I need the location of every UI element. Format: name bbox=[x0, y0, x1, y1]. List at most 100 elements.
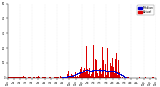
Point bbox=[64, 76, 66, 78]
Point bbox=[65, 76, 68, 77]
Point bbox=[85, 70, 88, 71]
Point bbox=[113, 70, 116, 72]
Point bbox=[71, 75, 74, 76]
Point bbox=[80, 71, 83, 72]
Point bbox=[66, 76, 69, 77]
Point bbox=[109, 70, 112, 72]
Point bbox=[97, 69, 100, 70]
Point bbox=[102, 70, 104, 71]
Point bbox=[94, 69, 96, 71]
Point bbox=[82, 70, 84, 72]
Point bbox=[87, 70, 89, 71]
Point bbox=[84, 69, 87, 71]
Point bbox=[80, 71, 83, 72]
Point bbox=[87, 70, 90, 71]
Point bbox=[121, 75, 124, 76]
Point bbox=[64, 76, 66, 78]
Point bbox=[123, 75, 125, 77]
Point bbox=[78, 72, 80, 73]
Point bbox=[70, 75, 73, 76]
Point bbox=[94, 69, 96, 71]
Point bbox=[76, 73, 79, 74]
Point bbox=[116, 72, 119, 73]
Point bbox=[70, 75, 73, 77]
Point bbox=[85, 69, 87, 71]
Point bbox=[118, 73, 120, 74]
Point bbox=[98, 69, 100, 71]
Point bbox=[76, 73, 78, 74]
Point bbox=[118, 73, 121, 74]
Point bbox=[102, 70, 105, 71]
Point bbox=[112, 70, 115, 71]
Point bbox=[63, 76, 65, 78]
Point bbox=[98, 69, 101, 71]
Point bbox=[104, 70, 107, 72]
Point bbox=[71, 75, 74, 76]
Point bbox=[91, 70, 93, 71]
Point bbox=[89, 70, 92, 71]
Point bbox=[72, 74, 75, 76]
Point bbox=[81, 71, 84, 72]
Point bbox=[111, 70, 114, 71]
Point bbox=[95, 69, 98, 71]
Point bbox=[84, 70, 86, 71]
Point bbox=[79, 71, 82, 73]
Point bbox=[78, 72, 81, 73]
Point bbox=[71, 75, 74, 76]
Point bbox=[73, 74, 75, 76]
Point bbox=[88, 70, 91, 71]
Point bbox=[80, 71, 82, 73]
Point bbox=[101, 70, 104, 71]
Point bbox=[85, 69, 87, 71]
Point bbox=[90, 70, 92, 71]
Point bbox=[124, 76, 126, 78]
Point bbox=[108, 70, 110, 72]
Point bbox=[88, 70, 90, 71]
Point bbox=[83, 70, 86, 71]
Point bbox=[121, 75, 124, 76]
Point bbox=[110, 70, 112, 72]
Legend: Median, Actual: Median, Actual bbox=[137, 5, 154, 15]
Point bbox=[99, 69, 101, 71]
Point bbox=[120, 74, 122, 75]
Point bbox=[110, 70, 113, 72]
Point bbox=[74, 74, 76, 75]
Point bbox=[118, 73, 120, 74]
Point bbox=[99, 70, 102, 71]
Point bbox=[117, 72, 119, 74]
Point bbox=[80, 71, 82, 73]
Point bbox=[86, 70, 89, 71]
Point bbox=[119, 73, 122, 75]
Point bbox=[92, 69, 95, 71]
Point bbox=[86, 70, 88, 71]
Point bbox=[109, 70, 111, 72]
Point bbox=[124, 76, 126, 77]
Point bbox=[114, 71, 117, 72]
Point bbox=[110, 70, 112, 72]
Point bbox=[77, 72, 79, 74]
Point bbox=[89, 70, 91, 71]
Point bbox=[62, 76, 65, 78]
Point bbox=[124, 76, 127, 78]
Point bbox=[65, 76, 68, 77]
Point bbox=[70, 75, 72, 77]
Point bbox=[81, 71, 83, 72]
Point bbox=[80, 71, 82, 73]
Point bbox=[107, 70, 109, 71]
Point bbox=[107, 70, 110, 72]
Point bbox=[112, 70, 114, 71]
Point bbox=[118, 73, 120, 74]
Point bbox=[108, 70, 111, 71]
Point bbox=[101, 70, 103, 71]
Point bbox=[64, 76, 66, 78]
Point bbox=[64, 76, 67, 78]
Point bbox=[103, 70, 106, 71]
Point bbox=[65, 76, 68, 77]
Point bbox=[87, 70, 89, 71]
Point bbox=[66, 76, 69, 77]
Point bbox=[74, 74, 77, 75]
Point bbox=[111, 70, 113, 72]
Point bbox=[88, 70, 90, 71]
Point bbox=[96, 70, 99, 71]
Point bbox=[63, 76, 65, 78]
